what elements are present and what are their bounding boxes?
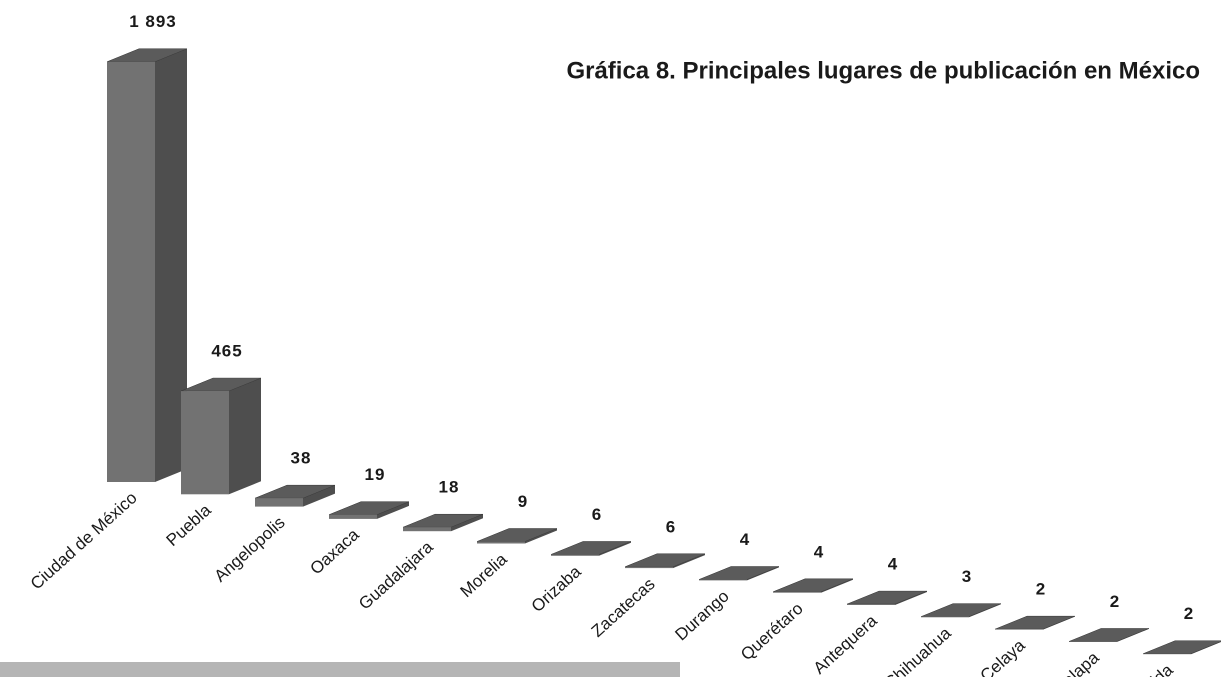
bar xyxy=(698,566,780,581)
x-tick-label: Zacatecas xyxy=(588,574,659,641)
bar-front xyxy=(773,591,821,593)
bar-front xyxy=(329,514,377,519)
bar-top xyxy=(698,566,780,580)
bar xyxy=(476,528,558,544)
bar-front xyxy=(477,541,525,544)
bar xyxy=(254,484,336,507)
x-tick-label: Orizaba xyxy=(528,562,585,616)
bar-side xyxy=(451,514,483,532)
bar-side xyxy=(599,541,631,556)
bar-top xyxy=(994,615,1076,630)
bar xyxy=(624,553,706,569)
data-label: 4 xyxy=(740,530,750,549)
x-tick-label: Antequera xyxy=(810,611,881,677)
data-label: 19 xyxy=(365,465,386,484)
data-label: 6 xyxy=(592,505,602,524)
x-tick-label: Morelia xyxy=(457,549,512,601)
bar-top xyxy=(1068,628,1150,642)
x-tick-label: Jalapa xyxy=(1053,648,1103,677)
bar-front xyxy=(625,566,673,569)
bar-top xyxy=(1142,640,1221,655)
chart-title: Gráfica 8. Principales lugares de public… xyxy=(566,57,1200,84)
data-label: 1 893 xyxy=(129,12,177,31)
bar-side xyxy=(673,553,705,569)
data-label: 4 xyxy=(814,542,824,561)
bar xyxy=(106,48,188,483)
data-label: 3 xyxy=(962,567,972,586)
bar-top xyxy=(550,541,632,555)
bar-front xyxy=(551,554,599,556)
x-tick-label: Ciudad de México xyxy=(27,488,141,593)
bar xyxy=(550,541,632,556)
bar xyxy=(772,578,854,593)
data-label: 6 xyxy=(666,517,676,536)
data-label: 4 xyxy=(888,555,898,574)
bar xyxy=(920,603,1002,618)
bar-side xyxy=(525,528,557,544)
bar xyxy=(846,590,928,605)
bar-top xyxy=(846,590,928,605)
data-label: 465 xyxy=(211,342,242,361)
bar-front xyxy=(699,579,747,581)
data-label: 18 xyxy=(439,478,460,497)
bar-front xyxy=(107,61,155,483)
bar-front xyxy=(255,498,303,507)
x-tick-label: Oaxaca xyxy=(306,525,363,579)
x-tick-label: Mérida xyxy=(1125,660,1177,677)
data-label: 2 xyxy=(1110,592,1120,611)
bar-front xyxy=(181,391,229,495)
bar xyxy=(1068,628,1150,642)
bar xyxy=(402,513,484,532)
x-tick-label: Celaya xyxy=(977,635,1029,677)
x-tick-label: Guadalajara xyxy=(355,537,437,613)
x-tick-label: Angelopolis xyxy=(211,513,289,586)
bar-front xyxy=(403,527,451,532)
bar xyxy=(180,377,262,495)
bar-top xyxy=(624,553,706,568)
bar-front xyxy=(921,616,969,618)
bar xyxy=(994,615,1076,630)
bar-top xyxy=(920,603,1002,617)
bar-front xyxy=(847,604,895,605)
x-tick-label: Querétaro xyxy=(737,599,807,664)
bar xyxy=(1142,640,1221,655)
x-tick-label: Chihuahua xyxy=(881,623,955,677)
data-label: 2 xyxy=(1184,604,1194,623)
bar-top xyxy=(772,578,854,593)
bar-side xyxy=(155,48,187,483)
x-tick-label: Puebla xyxy=(163,500,215,550)
x-tick-label: Durango xyxy=(671,587,732,645)
data-label: 38 xyxy=(291,449,312,468)
bar-side xyxy=(303,485,335,507)
data-label: 9 xyxy=(518,492,528,511)
bar-side xyxy=(229,378,261,495)
footer-strip xyxy=(0,662,680,677)
bar-side xyxy=(377,501,409,519)
bar xyxy=(328,501,410,519)
data-label: 2 xyxy=(1036,580,1046,599)
